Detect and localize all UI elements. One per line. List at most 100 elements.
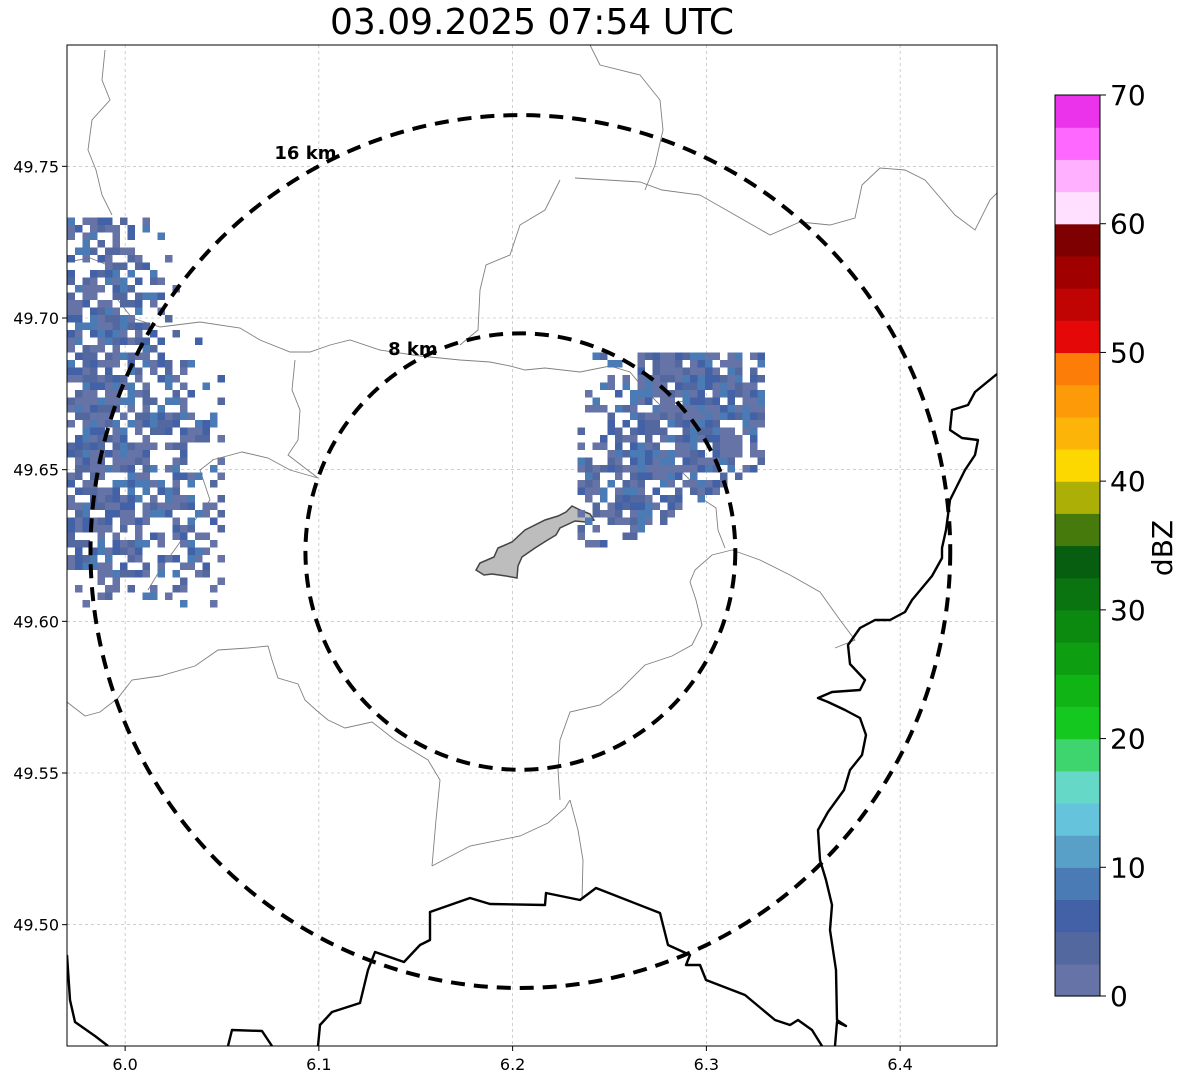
echo-cell [82, 345, 90, 353]
echo-cell [217, 495, 225, 503]
y-tick-label: 49.70 [13, 309, 59, 328]
echo-cell [712, 397, 720, 405]
echo-cell [202, 562, 210, 570]
echo-cell [690, 382, 698, 390]
echo-cell [600, 442, 608, 450]
echo-cell [82, 442, 90, 450]
echo-cell [682, 397, 690, 405]
echo-cell [607, 375, 615, 383]
echo-cell [97, 330, 105, 338]
echo-cell [600, 382, 608, 390]
echo-cell [112, 420, 120, 428]
echo-cell [157, 487, 165, 495]
echo-cell [67, 480, 75, 488]
echo-cell [750, 412, 758, 420]
echo-cell [172, 502, 180, 510]
echo-cell [97, 360, 105, 368]
echo-cell [600, 540, 608, 548]
echo-cell [645, 510, 653, 518]
echo-cell [67, 540, 75, 548]
echo-cell [157, 360, 165, 368]
echo-cell [112, 427, 120, 435]
echo-cell [720, 472, 728, 480]
echo-cell [165, 420, 173, 428]
echo-cell [67, 397, 75, 405]
x-tick-label: 6.1 [306, 1055, 331, 1074]
echo-cell [105, 397, 113, 405]
echo-cell [75, 405, 83, 413]
echo-cell [180, 457, 188, 465]
echo-cell [660, 457, 668, 465]
echo-cell [142, 322, 150, 330]
echo-cell [637, 375, 645, 383]
echo-cell [682, 457, 690, 465]
echo-cell [630, 405, 638, 413]
echo-cell [135, 367, 143, 375]
echo-cell [675, 412, 683, 420]
echo-cell [637, 352, 645, 360]
colorbar-segment [1055, 931, 1100, 965]
echo-cell [637, 472, 645, 480]
echo-cell [742, 390, 750, 398]
echo-cell [675, 420, 683, 428]
echo-cell [135, 427, 143, 435]
echo-cell [675, 465, 683, 473]
echo-cell [637, 495, 645, 503]
echo-cell [660, 472, 668, 480]
echo-cell [75, 457, 83, 465]
echo-cell [600, 487, 608, 495]
echo-cell [82, 427, 90, 435]
echo-cell [697, 420, 705, 428]
echo-cell [195, 472, 203, 480]
echo-cell [105, 547, 113, 555]
echo-cell [90, 382, 98, 390]
echo-cell [180, 472, 188, 480]
echo-cell [187, 547, 195, 555]
echo-cell [675, 495, 683, 503]
echo-cell [135, 375, 143, 383]
echo-cell [142, 502, 150, 510]
colorbar-tick-label: 20 [1110, 723, 1146, 756]
echo-cell [82, 457, 90, 465]
echo-cell [675, 375, 683, 383]
echo-cell [112, 532, 120, 540]
echo-cell [127, 367, 135, 375]
echo-cell [90, 232, 98, 240]
echo-cell [697, 390, 705, 398]
echo-cell [652, 420, 660, 428]
echo-cell [105, 262, 113, 270]
echo-cell [142, 592, 150, 600]
echo-cell [127, 510, 135, 518]
echo-cell [120, 517, 128, 525]
echo-cell [652, 352, 660, 360]
echo-cell [97, 427, 105, 435]
echo-cell [615, 360, 623, 368]
echo-cell [150, 330, 158, 338]
echo-cell [75, 525, 83, 533]
echo-cell [120, 547, 128, 555]
echo-cell [142, 540, 150, 548]
echo-cell [712, 442, 720, 450]
echo-cell [90, 360, 98, 368]
echo-cell [682, 382, 690, 390]
echo-cell [142, 412, 150, 420]
colorbar-label: dBZ [1146, 520, 1179, 576]
echo-cell [142, 435, 150, 443]
echo-cell [157, 420, 165, 428]
echo-cell [82, 480, 90, 488]
echo-cell [660, 465, 668, 473]
echo-cell [675, 502, 683, 510]
echo-cell [645, 465, 653, 473]
echo-cell [97, 285, 105, 293]
echo-cell [690, 412, 698, 420]
echo-cell [750, 397, 758, 405]
echo-cell [682, 450, 690, 458]
echo-cell [615, 487, 623, 495]
echo-cell [712, 487, 720, 495]
echo-cell [90, 525, 98, 533]
echo-cell [705, 457, 713, 465]
echo-cell [712, 435, 720, 443]
echo-cell [637, 465, 645, 473]
echo-cell [150, 277, 158, 285]
echo-cell [630, 472, 638, 480]
